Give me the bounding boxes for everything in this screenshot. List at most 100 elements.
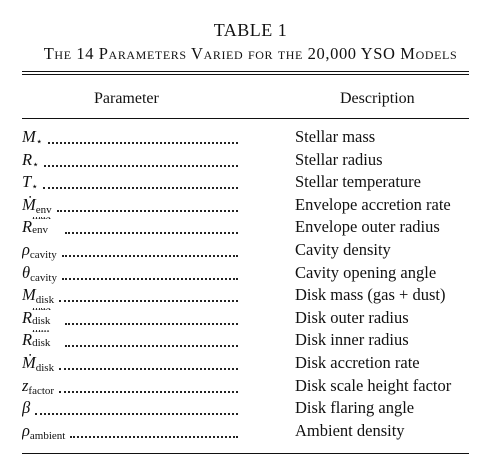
description-cell: Stellar temperature bbox=[295, 172, 421, 192]
symbol-base: z bbox=[22, 375, 29, 395]
symbol-base: β bbox=[22, 398, 31, 418]
table-title: The 14 Parameters Varied for the 20,000 … bbox=[43, 44, 458, 63]
parameter-symbol: Rmax env bbox=[22, 217, 64, 237]
symbol-base: M bbox=[22, 127, 36, 146]
symbol-base: R bbox=[22, 149, 33, 169]
parameter-symbol: Mdisk bbox=[22, 285, 58, 306]
symbol-base: Ṁ bbox=[22, 352, 36, 372]
table-row: zfactor Disk scale height factor bbox=[22, 375, 472, 399]
description-cell: Envelope outer radius bbox=[295, 217, 440, 237]
parameter-cell: ρambient bbox=[22, 420, 238, 444]
dot-leader bbox=[59, 367, 238, 370]
parameter-cell: Mdisk bbox=[22, 285, 238, 308]
parameter-symbol: Ṁdisk bbox=[22, 352, 58, 374]
symbol-base: R bbox=[22, 217, 33, 237]
table-row: ρambient Ambient density bbox=[22, 420, 472, 444]
description-cell: Disk scale height factor bbox=[295, 375, 452, 395]
symbol-subscript: disk bbox=[32, 337, 51, 350]
symbol-subscript: ambient bbox=[29, 429, 66, 442]
dot-leader bbox=[35, 413, 238, 416]
parameter-symbol: Rmin disk bbox=[22, 330, 64, 350]
dot-leader bbox=[44, 164, 238, 167]
description-cell: Disk mass (gas + dust) bbox=[295, 285, 446, 305]
symbol-superscript: min bbox=[32, 330, 49, 335]
symbol-subscript: cavity bbox=[30, 271, 57, 284]
table-row: M⋆ Stellar mass bbox=[22, 127, 472, 150]
dot-leader bbox=[57, 209, 238, 212]
symbol-superscript: max bbox=[32, 308, 51, 313]
parameter-symbol: M⋆ bbox=[22, 127, 46, 148]
parameter-cell: R⋆ bbox=[22, 149, 238, 173]
parameter-symbol: R⋆ bbox=[22, 149, 42, 171]
symbol-sup-sub: max env bbox=[32, 217, 60, 237]
symbol-base: R bbox=[22, 330, 33, 350]
description-cell: Disk accretion rate bbox=[295, 352, 420, 372]
description-cell: Disk outer radius bbox=[295, 307, 409, 327]
table-row: Ṁenv Envelope accretion rate bbox=[22, 194, 472, 218]
symbol-base: M bbox=[22, 285, 36, 305]
symbol-sup-sub: min disk bbox=[32, 330, 60, 350]
description-cell: Stellar mass bbox=[295, 127, 376, 146]
symbol-subscript: disk bbox=[32, 314, 51, 327]
description-cell: Disk inner radius bbox=[295, 330, 409, 350]
table-row: T⋆ Stellar temperature bbox=[22, 172, 472, 195]
dot-leader bbox=[48, 142, 238, 144]
table-row: Ṁdisk Disk accretion rate bbox=[22, 352, 472, 376]
table-row: β Disk flaring angle bbox=[22, 398, 472, 421]
table-row: R⋆ Stellar radius bbox=[22, 149, 472, 173]
description-cell: Stellar radius bbox=[295, 149, 383, 169]
parameter-cell: Ṁdisk bbox=[22, 352, 238, 376]
symbol-sup-sub: maxdisk bbox=[32, 308, 60, 327]
dot-leader bbox=[70, 435, 238, 438]
symbol-superscript: max bbox=[32, 217, 51, 222]
dot-leader bbox=[59, 390, 238, 393]
parameter-symbol: zfactor bbox=[22, 375, 58, 397]
dot-leader bbox=[65, 232, 238, 235]
table-row: ρcavity Cavity density bbox=[22, 239, 472, 263]
top-rule-1 bbox=[22, 71, 469, 72]
parameter-symbol: ρcavity bbox=[22, 239, 60, 261]
table-body: M⋆ Stellar mass R⋆ Stellar radius T⋆ Stellar … bbox=[22, 127, 472, 443]
column-header-description: Description bbox=[340, 90, 415, 107]
symbol-subscript: env bbox=[32, 224, 48, 237]
table-number: TABLE 1 bbox=[213, 20, 288, 40]
symbol-star-subscript: ⋆ bbox=[31, 181, 39, 194]
parameter-cell: Rmaxdisk bbox=[22, 307, 238, 331]
dot-leader bbox=[62, 254, 238, 257]
parameter-cell: θcavity bbox=[22, 262, 238, 286]
symbol-base: Ṁ bbox=[22, 194, 36, 214]
parameter-cell: M⋆ bbox=[22, 127, 238, 150]
symbol-base: ρ bbox=[22, 420, 30, 440]
parameter-cell: Ṁenv bbox=[22, 194, 238, 218]
symbol-base: T bbox=[22, 172, 32, 192]
table-row: Mdisk Disk mass (gas + dust) bbox=[22, 285, 472, 308]
parameter-symbol: β bbox=[22, 398, 34, 418]
dot-leader bbox=[59, 300, 238, 303]
description-cell: Ambient density bbox=[295, 420, 405, 440]
description-cell: Cavity density bbox=[295, 239, 391, 259]
top-rule-2 bbox=[22, 74, 469, 75]
header-rule bbox=[22, 118, 469, 119]
symbol-star-subscript: ⋆ bbox=[35, 136, 43, 148]
symbol-subscript: env bbox=[35, 203, 52, 216]
parameter-cell: Rmax env bbox=[22, 217, 238, 240]
description-cell: Envelope accretion rate bbox=[295, 194, 451, 214]
description-cell: Cavity opening angle bbox=[295, 262, 437, 282]
symbol-base: ρ bbox=[22, 239, 30, 259]
parameter-cell: T⋆ bbox=[22, 172, 238, 195]
dot-leader bbox=[65, 322, 238, 325]
parameter-cell: β bbox=[22, 398, 238, 421]
dot-leader bbox=[65, 345, 238, 348]
description-cell: Disk flaring angle bbox=[295, 398, 415, 418]
dot-leader bbox=[62, 277, 238, 280]
symbol-subscript: disk bbox=[35, 361, 55, 374]
dot-leader bbox=[43, 187, 238, 190]
bottom-rule bbox=[22, 453, 469, 454]
parameter-symbol: T⋆ bbox=[22, 172, 42, 194]
column-header-parameter: Parameter bbox=[94, 90, 159, 107]
parameter-symbol: ρambient bbox=[22, 420, 69, 442]
table-row: Rmax env Envelope outer radius bbox=[22, 217, 472, 240]
symbol-base: R bbox=[22, 307, 33, 327]
parameter-cell: Rmin disk bbox=[22, 330, 238, 353]
symbol-subscript: cavity bbox=[29, 248, 57, 261]
